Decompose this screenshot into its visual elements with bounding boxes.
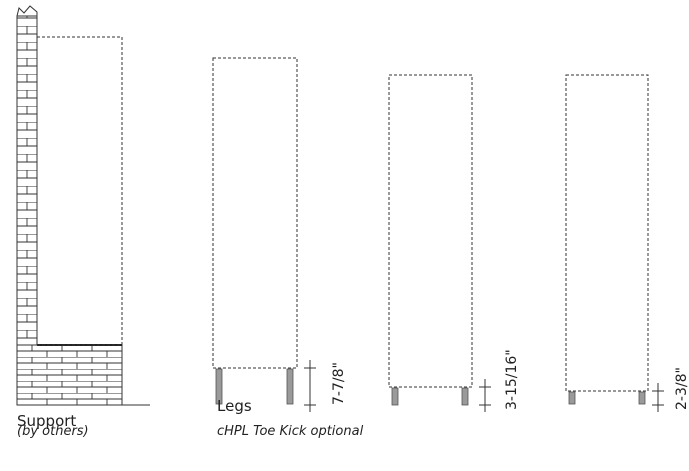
cabinet-legs-2: 3-15/16" — [388, 74, 520, 412]
dimension-label: 2-3/8" — [674, 367, 689, 410]
legs-note: cHPL Toe Kick optional — [217, 424, 364, 439]
legs-label: Legs — [217, 397, 252, 415]
cabinet-legs-3: 2-3/8" — [565, 74, 689, 412]
support-wall — [16, 5, 150, 406]
dimension-label: 7-7/8" — [331, 362, 347, 405]
support-label: Support — [17, 412, 76, 430]
support-note: (by others) — [17, 424, 89, 439]
cabinet-legs-1: 7-7/8" — [212, 57, 347, 412]
dimension-label: 3-15/16" — [504, 349, 520, 410]
